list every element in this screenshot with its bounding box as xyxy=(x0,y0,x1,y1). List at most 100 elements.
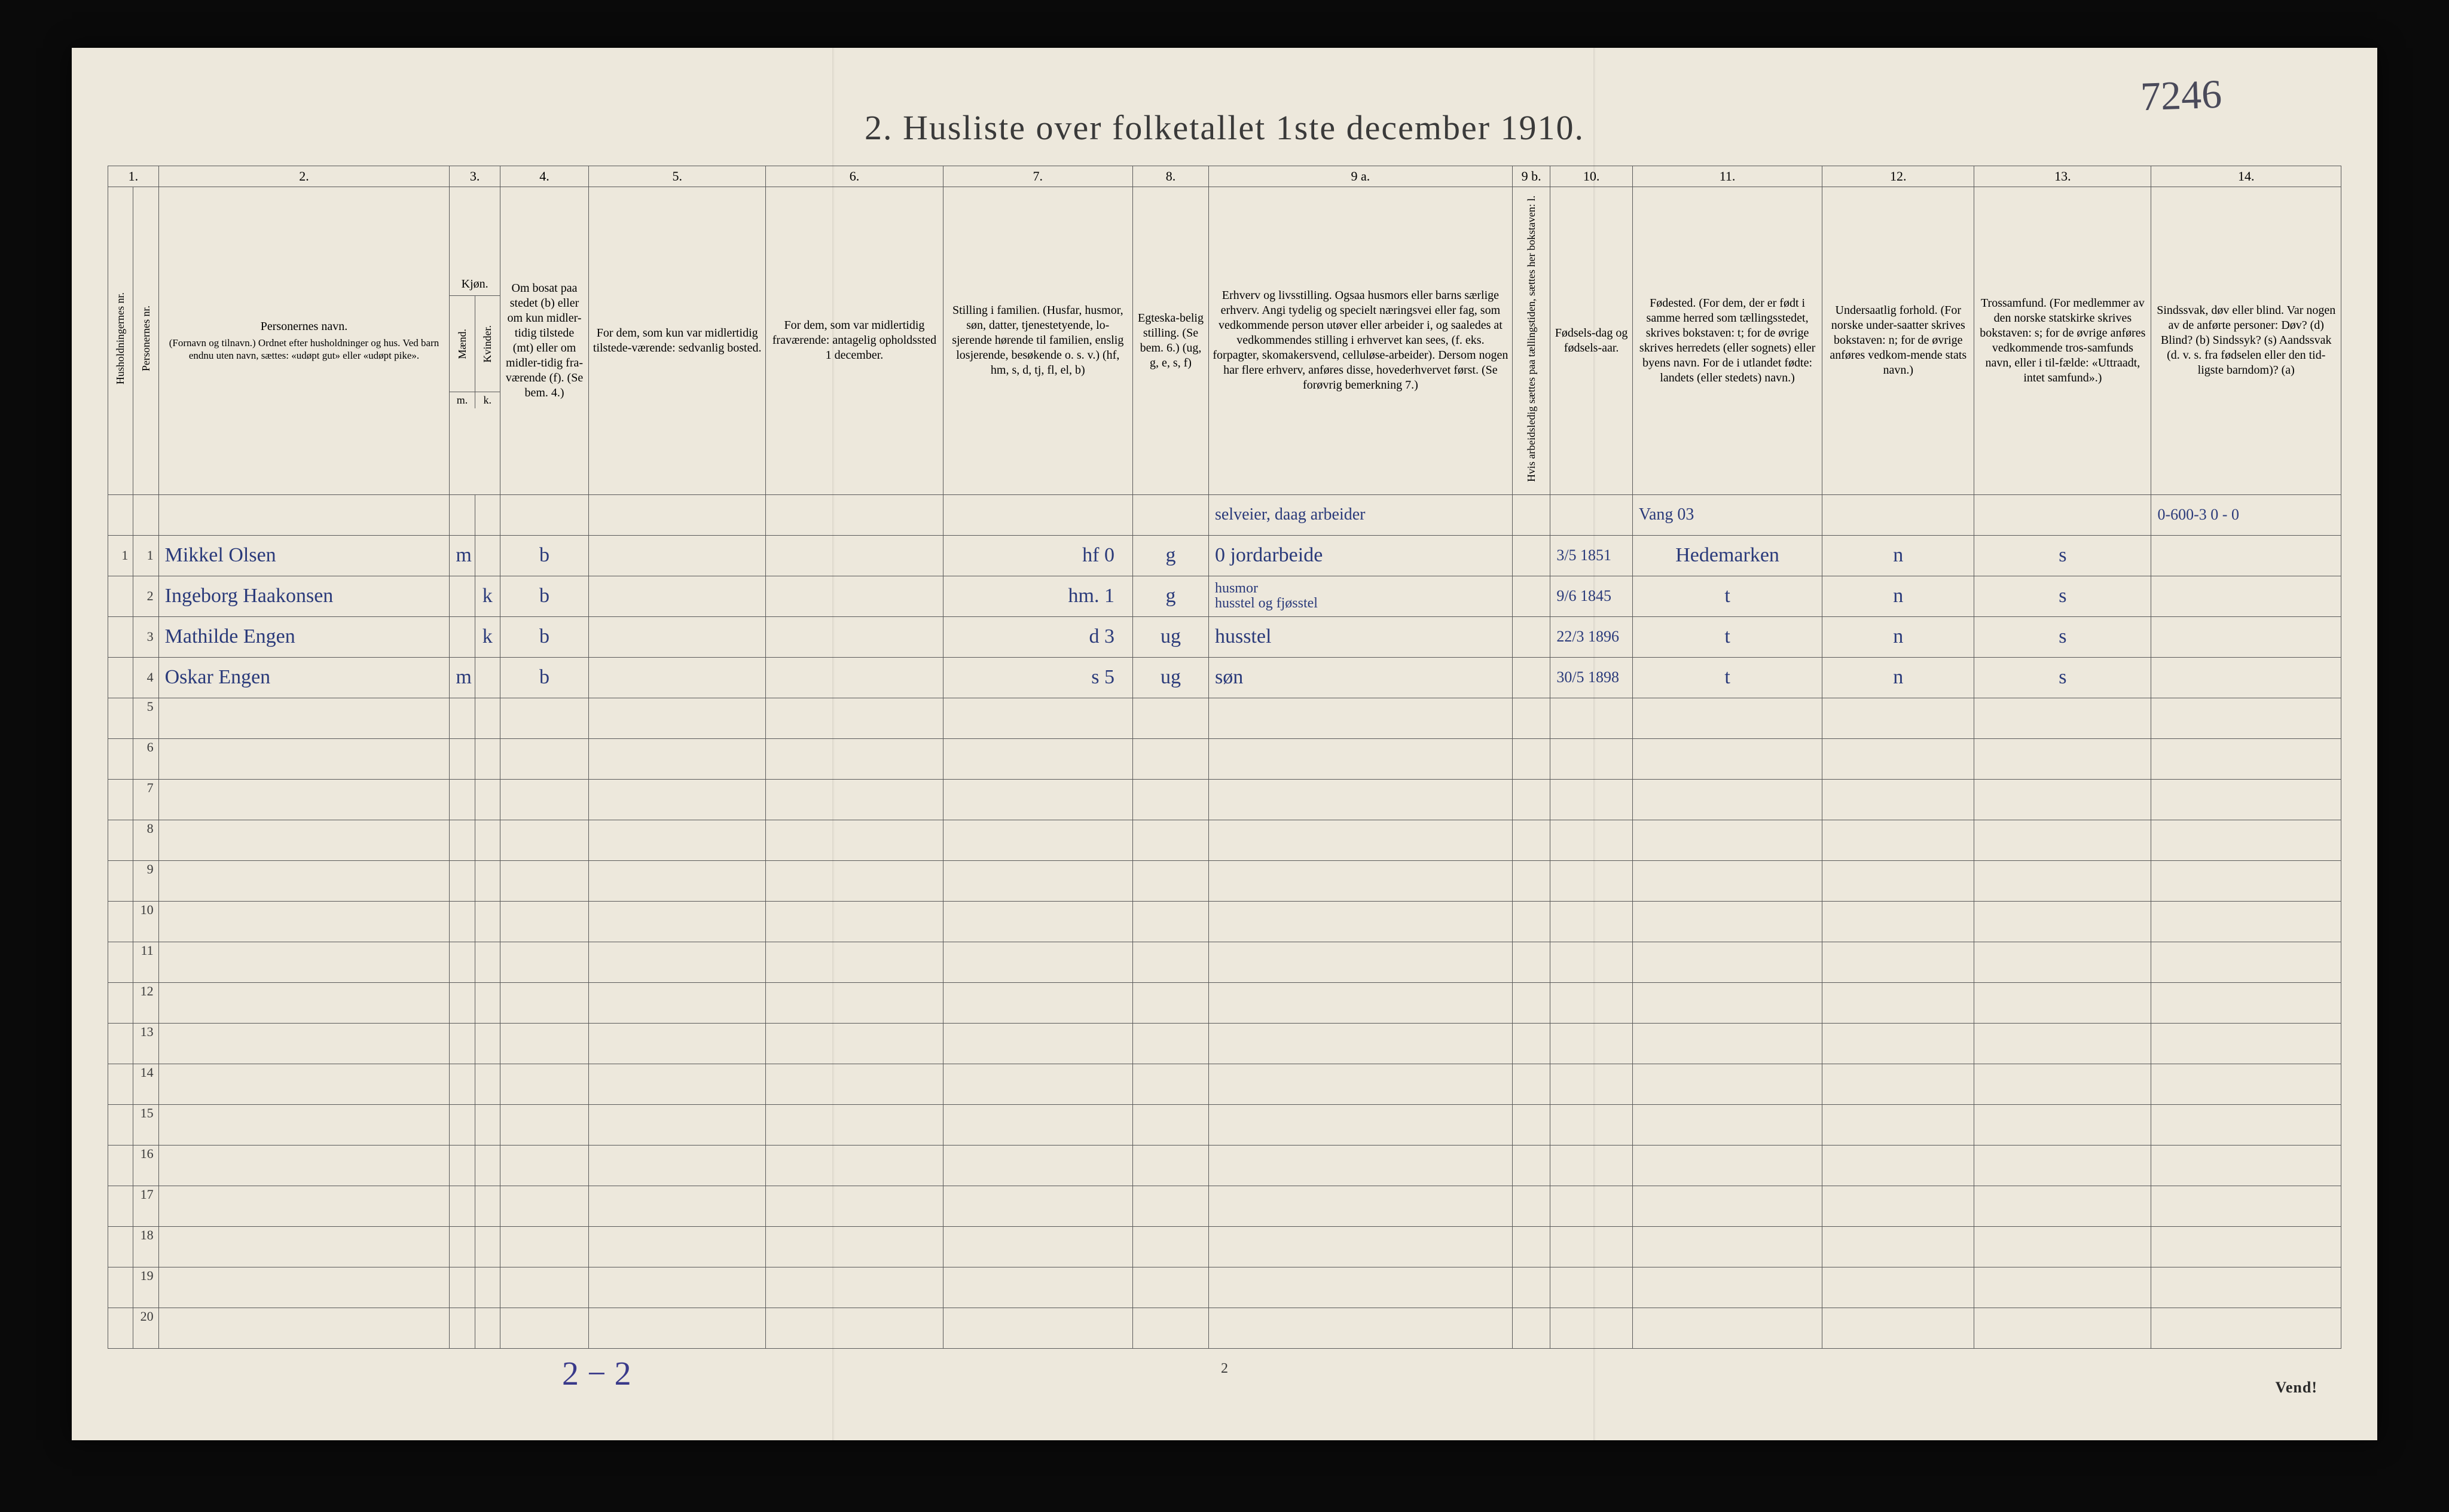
colnum-1: 1. xyxy=(108,166,159,187)
cell-empty xyxy=(1208,1267,1512,1308)
cell-empty xyxy=(1133,1064,1209,1104)
cell-empty xyxy=(450,779,475,820)
cell-empty xyxy=(1512,901,1550,942)
cell-empty xyxy=(158,1023,450,1064)
cell-empty xyxy=(1512,1104,1550,1145)
cell-empty xyxy=(943,738,1132,779)
footer-page-number: 2 xyxy=(1221,1361,1228,1377)
header-arbeidsledig-label: Hvis arbeidsledig sættes paa tællingstid… xyxy=(1525,192,1538,485)
cell-empty xyxy=(1974,820,2151,860)
cell-empty xyxy=(1822,1186,1974,1226)
cell-empty xyxy=(2151,1104,2341,1145)
cell-empty xyxy=(943,1267,1132,1308)
colnum-5: 5. xyxy=(589,166,766,187)
annot-erhverv-note-text: selveier, daag arbeider xyxy=(1215,505,1366,524)
cell-sex-m: m xyxy=(450,657,475,698)
cell-erhverv: søn xyxy=(1208,657,1512,698)
cell-empty xyxy=(766,1104,943,1145)
cell-c5 xyxy=(589,657,766,698)
cell-c5 xyxy=(589,576,766,616)
cell-empty xyxy=(1822,942,1974,982)
cell-fodsel: 3/5 1851 xyxy=(1550,535,1633,576)
cell-empty xyxy=(1822,820,1974,860)
cell-hh xyxy=(108,1226,133,1267)
cell-hh xyxy=(108,820,133,860)
cell-empty xyxy=(500,1104,588,1145)
cell-empty xyxy=(1974,901,2151,942)
cell-empty xyxy=(1974,1023,2151,1064)
cell-empty xyxy=(766,901,943,942)
cell-empty xyxy=(1133,1308,1209,1348)
cell-empty xyxy=(1133,1023,1209,1064)
cell-hh xyxy=(108,1308,133,1348)
cell-empty xyxy=(158,1267,450,1308)
cell-empty xyxy=(1632,1186,1822,1226)
table-row-empty: 12 xyxy=(108,982,2341,1023)
census-table: 1. 2. 3. 4. 5. 6. 7. 8. 9 a. 9 b. 10. 11… xyxy=(108,166,2341,1349)
cell-empty xyxy=(1512,860,1550,901)
cell-empty xyxy=(1822,1267,1974,1308)
annot-blank-7 xyxy=(589,494,766,535)
cell-empty xyxy=(1208,942,1512,982)
cell-empty xyxy=(1550,1064,1633,1104)
cell-empty xyxy=(1822,1104,1974,1145)
cell-empty xyxy=(450,738,475,779)
cell-empty xyxy=(2151,1023,2341,1064)
colnum-3: 3. xyxy=(450,166,500,187)
annot-blank-10 xyxy=(1133,494,1209,535)
cell-c9b xyxy=(1512,535,1550,576)
colnum-14: 14. xyxy=(2151,166,2341,187)
cell-empty xyxy=(766,1145,943,1186)
cell-hh xyxy=(108,901,133,942)
cell-empty xyxy=(475,1308,500,1348)
cell-empty xyxy=(158,942,450,982)
cell-c14 xyxy=(2151,616,2341,657)
cell-empty xyxy=(158,1145,450,1186)
cell-name: Oskar Engen xyxy=(158,657,450,698)
cell-empty xyxy=(475,1145,500,1186)
cell-c5 xyxy=(589,535,766,576)
cell-empty xyxy=(1550,1023,1633,1064)
cell-empty xyxy=(943,1104,1132,1145)
bottom-annotations: 2 − 2 2 Vend! xyxy=(108,1349,2341,1397)
cell-empty xyxy=(500,1064,588,1104)
annot-blank-12 xyxy=(1550,494,1633,535)
cell-empty xyxy=(1208,738,1512,779)
cell-erhverv-line: husstel og fjøsstel xyxy=(1215,596,1506,611)
cell-empty xyxy=(475,1064,500,1104)
cell-empty xyxy=(1133,698,1209,738)
annotation-row: selveier, daag arbeider Vang 03 0-600-3 … xyxy=(108,494,2341,535)
cell-c14 xyxy=(2151,535,2341,576)
cell-empty xyxy=(450,1145,475,1186)
cell-empty xyxy=(1512,779,1550,820)
cell-empty xyxy=(1208,1308,1512,1348)
cell-empty xyxy=(1550,1226,1633,1267)
cell-empty xyxy=(1512,698,1550,738)
table-row-empty: 20 xyxy=(108,1308,2341,1348)
cell-hh xyxy=(108,860,133,901)
annot-blank-1 xyxy=(108,494,133,535)
cell-empty xyxy=(1550,1145,1633,1186)
colnum-9b: 9 b. xyxy=(1512,166,1550,187)
cell-empty xyxy=(943,982,1132,1023)
header-navn-sub: (Fornavn og tilnavn.) Ordnet efter husho… xyxy=(163,337,446,362)
cell-empty xyxy=(1208,982,1512,1023)
cell-empty xyxy=(1822,901,1974,942)
cell-hh xyxy=(108,698,133,738)
cell-c9b xyxy=(1512,657,1550,698)
table-row-empty: 19 xyxy=(108,1267,2341,1308)
cell-empty xyxy=(1208,1186,1512,1226)
cell-empty xyxy=(500,1186,588,1226)
cell-empty xyxy=(766,738,943,779)
cell-hh xyxy=(108,982,133,1023)
cell-empty xyxy=(1512,1064,1550,1104)
cell-empty xyxy=(1512,1023,1550,1064)
cell-bosat: b xyxy=(500,616,588,657)
cell-empty xyxy=(1974,1267,2151,1308)
cell-empty xyxy=(500,1267,588,1308)
cell-empty xyxy=(2151,860,2341,901)
annot-fodested-note: Vang 03 xyxy=(1632,494,1822,535)
cell-empty xyxy=(1512,1267,1550,1308)
table-row: 2Ingeborg Haakonsenkbhm. 1ghusmorhusstel… xyxy=(108,576,2341,616)
cell-empty xyxy=(1632,1104,1822,1145)
